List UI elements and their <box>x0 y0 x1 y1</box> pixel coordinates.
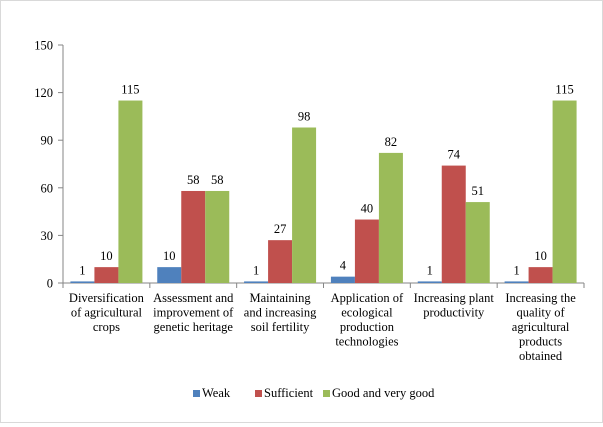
y-tick-label: 0 <box>47 277 53 291</box>
bar <box>157 267 182 283</box>
data-label: 10 <box>163 249 176 263</box>
x-category-label: crops <box>93 320 120 334</box>
x-category-label: ecological <box>341 306 393 320</box>
bar <box>528 267 553 283</box>
bar <box>504 281 529 283</box>
bar <box>205 190 230 283</box>
x-category-label: soil fertility <box>251 320 310 334</box>
x-category-label: obtained <box>519 349 563 363</box>
y-tick-label: 120 <box>34 86 53 100</box>
bars <box>70 100 577 284</box>
data-label: 1 <box>427 263 433 277</box>
bar <box>70 281 95 283</box>
data-label: 1 <box>253 263 259 277</box>
legend-swatch <box>323 390 330 397</box>
y-tick-label: 150 <box>34 39 53 53</box>
data-label: 1 <box>79 263 85 277</box>
bar <box>181 190 206 283</box>
legend-label: Good and very good <box>332 386 435 400</box>
data-label: 74 <box>448 148 461 162</box>
x-category-label: genetic heritage <box>154 320 234 334</box>
legend-label: Sufficient <box>264 386 314 400</box>
bar <box>417 281 442 283</box>
data-label: 82 <box>385 135 398 149</box>
data-label: 58 <box>187 173 200 187</box>
bar <box>118 100 143 284</box>
x-category-label: of agricultural <box>71 306 143 320</box>
x-category-label: Application of <box>331 291 404 305</box>
data-label: 58 <box>211 173 224 187</box>
x-category-label: Assessment and <box>153 291 234 305</box>
axes: 0 30 60 90 120 150 <box>34 39 585 291</box>
legend: Weak Sufficient Good and very good <box>193 386 435 400</box>
x-category-label: products <box>519 335 562 349</box>
x-category-label: production <box>340 320 395 334</box>
data-label: 10 <box>100 249 113 263</box>
bar <box>441 165 466 283</box>
data-label: 115 <box>121 83 139 97</box>
data-label: 40 <box>361 202 374 216</box>
bar <box>330 276 355 283</box>
x-category-label: and increasing <box>244 306 317 320</box>
bar <box>244 281 269 283</box>
data-label: 27 <box>274 222 287 236</box>
y-tick-label: 90 <box>41 134 54 148</box>
y-tick-label: 60 <box>41 181 54 195</box>
bar <box>292 127 317 283</box>
data-label: 98 <box>298 110 311 124</box>
bar <box>465 202 490 283</box>
legend-swatch <box>255 390 262 397</box>
data-label: 10 <box>534 249 547 263</box>
x-category-label: improvement of <box>153 306 234 320</box>
bar <box>268 240 293 283</box>
x-category-label: Increasing the <box>505 291 576 305</box>
x-category-label: agricultural <box>512 320 570 334</box>
bar <box>378 152 403 283</box>
data-labels: 1 10 115 10 58 58 1 27 98 4 40 82 1 74 51 1 10 115 <box>79 83 573 278</box>
data-label: 115 <box>555 83 573 97</box>
data-label: 51 <box>472 184 485 198</box>
x-category-label: quality of <box>516 306 565 320</box>
bar <box>94 267 119 283</box>
bar <box>354 219 379 283</box>
data-label: 1 <box>513 263 519 277</box>
x-category-label: technologies <box>335 335 398 349</box>
legend-swatch <box>193 390 200 397</box>
legend-label: Weak <box>202 386 231 400</box>
data-label: 4 <box>340 259 347 273</box>
x-category-label: Diversification <box>69 291 145 305</box>
x-category-label: Maintaining <box>250 291 312 305</box>
bar <box>552 100 577 284</box>
y-tick-label: 30 <box>41 229 54 243</box>
x-category-label: productivity <box>423 306 485 320</box>
x-category-label: Increasing plant <box>414 291 495 305</box>
